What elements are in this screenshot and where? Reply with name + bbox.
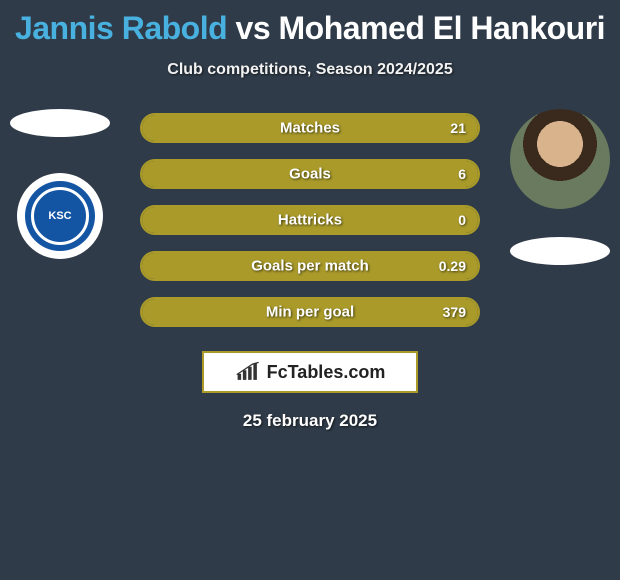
comparison-stage: KSC Matches 21 Goals 6 Hattricks 0 Goals per m… [0,109,620,327]
stat-bar: Goals 6 [140,159,480,189]
brand-text: FcTables.com [267,362,386,383]
stat-bar-value-right: 6 [458,166,466,182]
right-player-column [500,109,620,265]
stat-bar-label: Goals per match [251,258,369,275]
stat-bar-value-right: 379 [443,304,466,320]
stat-bar-value-right: 0.29 [439,258,466,274]
player1-club-badge: KSC [17,173,103,259]
club-badge-inner: KSC [25,181,95,251]
stat-bar-value-right: 21 [450,120,466,136]
stat-bar-value-right: 0 [458,212,466,228]
stat-bars: Matches 21 Goals 6 Hattricks 0 Goals per match… [140,109,480,327]
player2-name: Mohamed El Hankouri [279,10,606,46]
stat-bar: Goals per match 0.29 [140,251,480,281]
stat-bar-label: Hattricks [278,212,342,229]
title-vs: vs [236,10,271,46]
stat-bar-label: Min per goal [266,304,354,321]
player2-placeholder-ellipse [510,237,610,265]
stat-bar: Matches 21 [140,113,480,143]
stat-bar-label: Goals [289,166,331,183]
brand-chart-icon [235,361,263,383]
player2-avatar [510,109,610,209]
stat-bar: Hattricks 0 [140,205,480,235]
stat-bar: Min per goal 379 [140,297,480,327]
snapshot-date: 25 february 2025 [0,411,620,431]
player1-name: Jannis Rabold [15,10,227,46]
subtitle: Club competitions, Season 2024/2025 [0,61,620,79]
club-badge-text: KSC [48,210,71,222]
comparison-title: Jannis Rabold vs Mohamed El Hankouri [0,0,620,47]
stat-bar-label: Matches [280,120,340,137]
brand-box: FcTables.com [202,351,418,393]
player1-placeholder-ellipse [10,109,110,137]
left-player-column: KSC [0,109,120,259]
